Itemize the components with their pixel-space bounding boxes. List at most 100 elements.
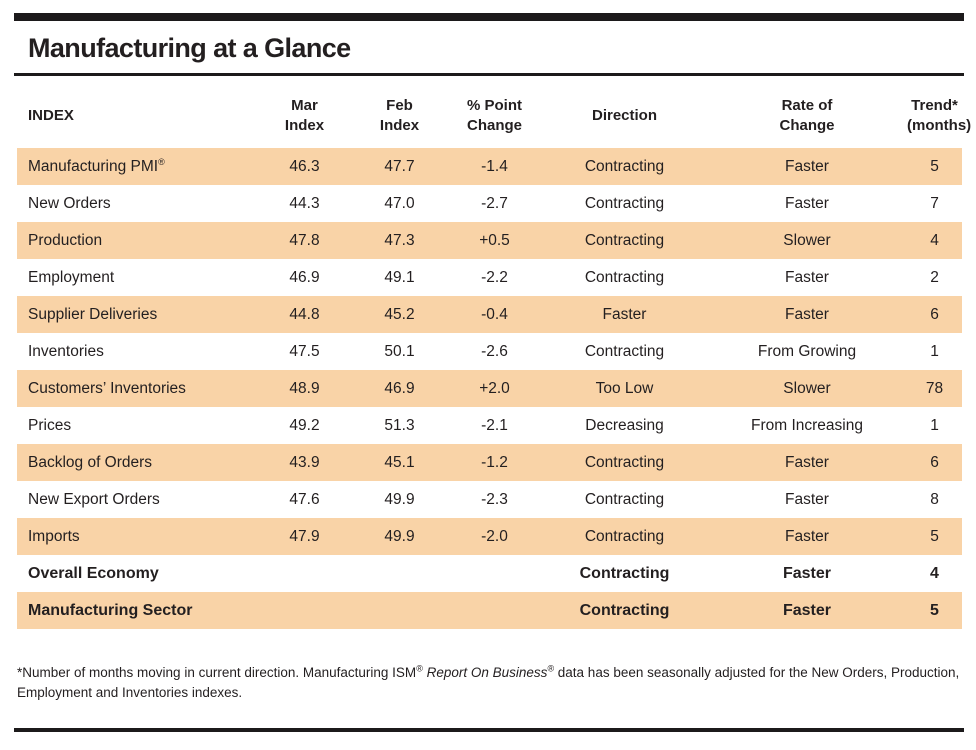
- cell-point-change: [447, 555, 542, 592]
- row-label: Overall Economy: [28, 564, 159, 582]
- cell-trend: 5: [907, 518, 962, 555]
- cell-rate-of-change: Faster: [707, 592, 907, 629]
- cell-trend: 78: [907, 370, 962, 407]
- cell-feb-index: 49.9: [384, 490, 415, 508]
- column-header-index: INDEX: [28, 106, 74, 124]
- cell-trend: 6: [907, 296, 962, 333]
- cell-trend: 5: [907, 592, 962, 629]
- cell-mar-index: 44.8: [257, 296, 352, 333]
- cell-trend: 1: [930, 416, 939, 434]
- cell-mar-index: 44.3: [289, 194, 320, 212]
- cell-rate-of-change: Faster: [707, 518, 907, 555]
- table-row-production: Production 47.8 47.3 +0.5 Contracting Sl…: [17, 222, 962, 259]
- cell-feb-index: [352, 592, 447, 629]
- cell-point-change: -1.2: [447, 444, 542, 481]
- cell-feb-index: 47.3: [352, 222, 447, 259]
- table-row-employment: Employment 46.9 49.1 -2.2 Contracting Fa…: [17, 259, 962, 296]
- manufacturing-glance-table: INDEX Mar Index Feb Index % Point Change Di…: [17, 84, 972, 629]
- cell-mar-index: 46.9: [289, 268, 320, 286]
- cell-point-change: -2.0: [447, 518, 542, 555]
- column-header-trend: Trend* (months): [907, 96, 972, 134]
- cell-feb-index: 47.0: [384, 194, 415, 212]
- cell-mar-index: 47.6: [289, 490, 320, 508]
- cell-direction: Contracting: [542, 592, 707, 629]
- registered-mark: ®: [547, 663, 555, 674]
- row-label: Production: [17, 222, 257, 259]
- cell-rate-of-change: From Increasing: [751, 416, 863, 434]
- cell-trend: 1: [930, 342, 939, 360]
- cell-direction: Decreasing: [585, 416, 664, 434]
- cell-direction: Contracting: [542, 444, 707, 481]
- column-header-rate-of-change: Rate of Change: [779, 96, 835, 134]
- bottom-rule: [14, 728, 964, 732]
- row-label: New Export Orders: [28, 490, 160, 508]
- cell-feb-index: 47.7: [352, 148, 447, 185]
- cell-direction: Faster: [542, 296, 707, 333]
- cell-rate-of-change: Faster: [707, 444, 907, 481]
- cell-point-change: +2.0: [447, 370, 542, 407]
- cell-mar-index: [257, 592, 352, 629]
- table-row-new-export-orders: New Export Orders 47.6 49.9 -2.3 Contrac…: [17, 481, 962, 518]
- cell-direction: Contracting: [584, 194, 665, 212]
- registered-mark: ®: [416, 663, 423, 674]
- cell-rate-of-change: Slower: [707, 222, 907, 259]
- row-label: Manufacturing PMI®: [17, 148, 257, 185]
- cell-direction: Contracting: [579, 564, 670, 582]
- footnote-italic-title: Report On Business®: [422, 663, 555, 680]
- cell-trend: 8: [930, 490, 939, 508]
- cell-rate-of-change: Faster: [785, 268, 829, 286]
- table-row-backlog-of-orders: Backlog of Orders 43.9 45.1 -1.2 Contrac…: [17, 444, 962, 481]
- cell-point-change: -2.6: [481, 342, 508, 360]
- cell-feb-index: 46.9: [352, 370, 447, 407]
- cell-trend: 2: [930, 268, 939, 286]
- cell-point-change: -2.3: [481, 490, 508, 508]
- table-row-customers-inventories: Customers’ Inventories 48.9 46.9 +2.0 To…: [17, 370, 962, 407]
- column-header-point-change: % Point Change: [466, 96, 522, 134]
- footnote-text: data has been seasonally adjusted for th…: [17, 665, 960, 701]
- table-row-prices: Prices 49.2 51.3 -2.1 Decreasing From In…: [17, 407, 962, 444]
- row-label: Customers’ Inventories: [17, 370, 257, 407]
- cell-mar-index: 47.8: [257, 222, 352, 259]
- cell-point-change: +0.5: [447, 222, 542, 259]
- row-label: Prices: [28, 416, 72, 434]
- cell-mar-index: [257, 555, 352, 592]
- cell-point-change: -1.4: [447, 148, 542, 185]
- cell-direction: Contracting: [542, 518, 707, 555]
- cell-point-change: [447, 592, 542, 629]
- page-title: Manufacturing at a Glance: [28, 33, 351, 63]
- cell-rate-of-change: Slower: [707, 370, 907, 407]
- cell-direction: Contracting: [542, 148, 707, 185]
- cell-feb-index: 50.1: [384, 342, 415, 360]
- cell-feb-index: 45.2: [352, 296, 447, 333]
- table-header-row: INDEX Mar Index Feb Index % Point Change Di…: [17, 84, 972, 148]
- cell-feb-index: [352, 555, 447, 592]
- cell-trend: 4: [907, 222, 962, 259]
- cell-feb-index: 45.1: [352, 444, 447, 481]
- row-label: Manufacturing Sector: [17, 592, 257, 629]
- cell-rate-of-change: Faster: [707, 148, 907, 185]
- row-label: Supplier Deliveries: [17, 296, 257, 333]
- table-row-new-orders: New Orders 44.3 47.0 -2.7 Contracting Fa…: [17, 185, 962, 222]
- cell-trend: 4: [930, 564, 939, 582]
- table-row-manufacturing-sector: Manufacturing Sector Contracting Faster …: [17, 592, 962, 629]
- cell-rate-of-change: Faster: [785, 194, 829, 212]
- table-row-inventories: Inventories 47.5 50.1 -2.6 Contracting F…: [17, 333, 962, 370]
- cell-rate-of-change: Faster: [785, 490, 829, 508]
- cell-trend: 7: [930, 194, 939, 212]
- column-header-feb-index: Feb Index: [379, 96, 420, 134]
- cell-feb-index: 49.9: [352, 518, 447, 555]
- column-header-mar-index: Mar Index: [284, 96, 325, 134]
- cell-rate-of-change: Faster: [707, 296, 907, 333]
- title-rule: [14, 73, 964, 76]
- cell-trend: 5: [907, 148, 962, 185]
- cell-direction: Contracting: [584, 342, 665, 360]
- cell-trend: 6: [907, 444, 962, 481]
- footnote: *Number of months moving in current dire…: [17, 663, 962, 704]
- cell-point-change: -0.4: [447, 296, 542, 333]
- cell-mar-index: 47.9: [257, 518, 352, 555]
- cell-direction: Contracting: [584, 268, 665, 286]
- cell-feb-index: 51.3: [384, 416, 415, 434]
- cell-direction: Too Low: [542, 370, 707, 407]
- row-label: Employment: [28, 268, 115, 286]
- cell-mar-index: 43.9: [257, 444, 352, 481]
